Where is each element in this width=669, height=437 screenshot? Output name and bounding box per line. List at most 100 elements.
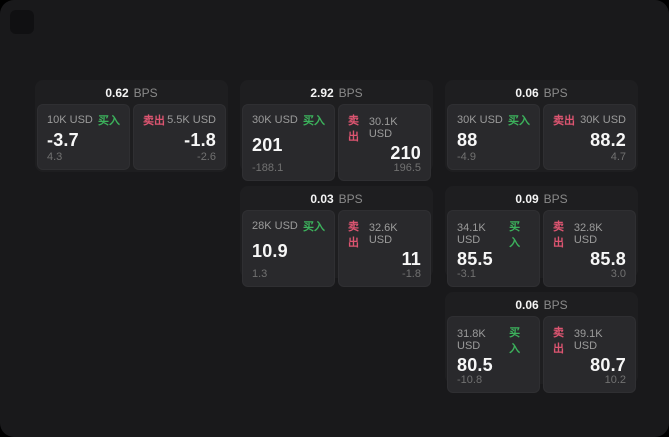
bps-unit-label: BPS bbox=[338, 192, 363, 206]
quote-card: 0.06 BPS 30K USD 买入 88 -4.9 卖出 30K USD 8… bbox=[445, 80, 638, 172]
buy-action-label[interactable]: 买入 bbox=[98, 115, 120, 127]
quote-panels: 34.1K USD 买入 85.5 -3.1 卖出 32.8K USD 85.8… bbox=[447, 210, 636, 287]
sell-action-label[interactable]: 卖出 bbox=[348, 115, 359, 143]
sell-action-label[interactable]: 卖出 bbox=[553, 327, 564, 355]
sell-panel[interactable]: 卖出 30.1K USD 210 196.5 bbox=[338, 104, 431, 181]
sell-panel-top: 卖出 32.8K USD bbox=[553, 218, 626, 250]
bps-unit-label: BPS bbox=[133, 86, 158, 100]
buy-sub-value: -3.1 bbox=[457, 268, 476, 280]
sell-sub-value: -1.8 bbox=[402, 268, 421, 280]
sell-price-value: 80.7 bbox=[590, 355, 626, 375]
buy-panel[interactable]: 30K USD 买入 201 -188.1 bbox=[242, 104, 335, 181]
buy-panel[interactable]: 31.8K USD 买入 80.5 -10.8 bbox=[447, 316, 540, 393]
buy-panel-top: 28K USD 买入 bbox=[252, 218, 325, 234]
sell-amount-label: 30.1K USD bbox=[368, 116, 398, 140]
sell-amount-label: 32.8K USD bbox=[573, 222, 603, 246]
buy-panel-top: 30K USD 买入 bbox=[252, 112, 325, 128]
buy-amount-label: 30K USD bbox=[457, 114, 503, 126]
bps-unit-label: BPS bbox=[338, 86, 363, 100]
sell-sub-value: -2.6 bbox=[197, 151, 216, 163]
sell-sub-value: 196.5 bbox=[393, 162, 421, 174]
sell-panel[interactable]: 卖出 39.1K USD 80.7 10.2 bbox=[543, 316, 636, 393]
bps-unit-label: BPS bbox=[543, 298, 568, 312]
buy-action-label[interactable]: 买入 bbox=[509, 327, 521, 355]
buy-panel[interactable]: 30K USD 买入 88 -4.9 bbox=[447, 104, 540, 170]
buy-panel-top: 10K USD 买入 bbox=[47, 112, 120, 128]
sell-price-value: 85.8 bbox=[590, 249, 626, 269]
buy-panel[interactable]: 10K USD 买入 -3.7 4.3 bbox=[37, 104, 130, 170]
quote-card: 0.09 BPS 34.1K USD 买入 85.5 -3.1 卖出 32.8K… bbox=[445, 186, 638, 287]
quote-card: 0.62 BPS 10K USD 买入 -3.7 4.3 卖出 5.5K USD… bbox=[35, 80, 228, 172]
sell-action-label[interactable]: 卖出 bbox=[348, 221, 359, 249]
buy-amount-label: 30K USD bbox=[252, 114, 298, 126]
sell-price-value: 210 bbox=[390, 143, 421, 163]
bps-header: 0.09 BPS bbox=[447, 188, 636, 210]
buy-sub-value: -10.8 bbox=[457, 374, 483, 386]
bps-value: 0.03 bbox=[310, 192, 334, 206]
sell-price-value: 88.2 bbox=[590, 129, 626, 150]
buy-sub-value: -188.1 bbox=[252, 162, 284, 174]
buy-panel-top: 30K USD 买入 bbox=[457, 112, 530, 128]
sell-amount-label: 5.5K USD bbox=[167, 114, 216, 126]
bps-value: 0.06 bbox=[515, 298, 539, 312]
sell-panel-top: 卖出 32.6K USD bbox=[348, 218, 421, 250]
quote-panels: 28K USD 买入 10.9 1.3 卖出 32.6K USD 11 -1.8 bbox=[242, 210, 431, 287]
sell-amount-label: 39.1K USD bbox=[573, 328, 603, 352]
buy-panel-top: 34.1K USD 买入 bbox=[457, 218, 530, 250]
bps-header: 0.06 BPS bbox=[447, 82, 636, 104]
sell-amount-label: 30K USD bbox=[580, 114, 626, 126]
sell-action-label[interactable]: 卖出 bbox=[553, 221, 564, 249]
bps-value: 0.09 bbox=[515, 192, 539, 206]
bps-value: 2.92 bbox=[310, 86, 334, 100]
buy-price-value: 85.5 bbox=[457, 249, 493, 269]
bps-header: 0.06 BPS bbox=[447, 294, 636, 316]
buy-amount-label: 28K USD bbox=[252, 220, 298, 232]
sell-sub-value: 4.7 bbox=[610, 151, 626, 163]
bps-value: 0.62 bbox=[105, 86, 129, 100]
quote-cards-grid: 0.62 BPS 10K USD 买入 -3.7 4.3 卖出 5.5K USD… bbox=[35, 80, 638, 393]
bps-header: 2.92 BPS bbox=[242, 82, 431, 104]
bps-unit-label: BPS bbox=[543, 86, 568, 100]
sell-panel-top: 卖出 30.1K USD bbox=[348, 112, 421, 144]
bps-header: 0.62 BPS bbox=[37, 82, 226, 104]
sell-panel[interactable]: 卖出 32.8K USD 85.8 3.0 bbox=[543, 210, 636, 287]
quote-panels: 30K USD 买入 201 -188.1 卖出 30.1K USD 210 1… bbox=[242, 104, 431, 181]
sell-panel-top: 卖出 30K USD bbox=[553, 112, 626, 128]
quote-card: 0.06 BPS 31.8K USD 买入 80.5 -10.8 卖出 39.1… bbox=[445, 292, 638, 393]
bps-unit-label: BPS bbox=[543, 192, 568, 206]
sell-panel[interactable]: 卖出 32.6K USD 11 -1.8 bbox=[338, 210, 431, 287]
sell-sub-value: 3.0 bbox=[610, 268, 626, 280]
buy-amount-label: 34.1K USD bbox=[457, 222, 486, 246]
bps-value: 0.06 bbox=[515, 86, 539, 100]
sell-panel-top: 卖出 5.5K USD bbox=[143, 112, 216, 128]
buy-panel-top: 31.8K USD 买入 bbox=[457, 324, 530, 356]
buy-amount-label: 10K USD bbox=[47, 114, 93, 126]
buy-price-value: 80.5 bbox=[457, 355, 493, 375]
sell-action-label[interactable]: 卖出 bbox=[143, 115, 165, 127]
buy-price-value: 201 bbox=[252, 135, 283, 155]
sell-sub-value: 10.2 bbox=[604, 374, 626, 386]
buy-sub-value: -4.9 bbox=[457, 151, 476, 163]
buy-action-label[interactable]: 买入 bbox=[303, 115, 325, 127]
buy-panel[interactable]: 28K USD 买入 10.9 1.3 bbox=[242, 210, 335, 287]
quote-card: 0.03 BPS 28K USD 买入 10.9 1.3 卖出 32.6K US… bbox=[240, 186, 433, 287]
buy-price-value: 10.9 bbox=[252, 241, 288, 261]
sell-panel-top: 卖出 39.1K USD bbox=[553, 324, 626, 356]
quote-panels: 31.8K USD 买入 80.5 -10.8 卖出 39.1K USD 80.… bbox=[447, 316, 636, 393]
buy-panel[interactable]: 34.1K USD 买入 85.5 -3.1 bbox=[447, 210, 540, 287]
quote-card: 2.92 BPS 30K USD 买入 201 -188.1 卖出 30.1K … bbox=[240, 80, 433, 181]
quote-panels: 30K USD 买入 88 -4.9 卖出 30K USD 88.2 4.7 bbox=[447, 104, 636, 170]
app-logo-icon bbox=[10, 10, 34, 34]
sell-amount-label: 32.6K USD bbox=[368, 222, 398, 246]
buy-action-label[interactable]: 买入 bbox=[509, 221, 521, 249]
sell-panel[interactable]: 卖出 5.5K USD -1.8 -2.6 bbox=[133, 104, 226, 170]
buy-price-value: -3.7 bbox=[47, 129, 79, 150]
buy-action-label[interactable]: 买入 bbox=[303, 221, 325, 233]
buy-action-label[interactable]: 买入 bbox=[508, 115, 530, 127]
sell-price-value: -1.8 bbox=[184, 129, 216, 150]
quote-panels: 10K USD 买入 -3.7 4.3 卖出 5.5K USD -1.8 -2.… bbox=[37, 104, 226, 170]
buy-sub-value: 1.3 bbox=[252, 268, 268, 280]
sell-panel[interactable]: 卖出 30K USD 88.2 4.7 bbox=[543, 104, 636, 170]
sell-action-label[interactable]: 卖出 bbox=[553, 115, 575, 127]
